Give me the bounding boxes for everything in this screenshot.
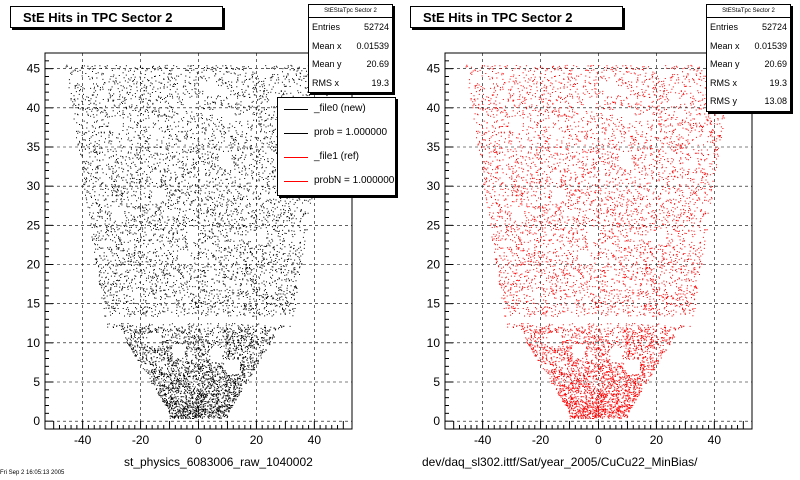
legend-swatch	[284, 109, 308, 110]
x-tick-label: 0	[595, 433, 602, 447]
left-stats-row: Mean y 20.69	[312, 59, 389, 69]
hits-group	[465, 64, 732, 420]
y-tick-label: 35	[27, 140, 41, 154]
y-tick-label: 5	[33, 375, 40, 389]
x-tick-label: 20	[650, 433, 664, 447]
x-tick-label: -20	[132, 433, 150, 447]
left-stats-header: StEStaTpc Sector 2	[309, 5, 392, 18]
x-tick-label: 40	[308, 433, 322, 447]
x-tick-label: -40	[74, 433, 92, 447]
left-plot-panel: -40 -20 0 20 40 0 5 10 15 20 25 30 35 40 45 StE Hits i…	[0, 4, 396, 476]
x-tick-label: 20	[250, 433, 264, 447]
left-stats-box: StEStaTpc Sector 2 Entries 52724 Mean x 0.…	[308, 4, 393, 93]
hit-points	[65, 64, 332, 420]
legend-entry: _file0 (new)	[278, 98, 395, 122]
y-tick-label: 10	[427, 336, 441, 350]
hit-points	[465, 64, 732, 420]
left-stats-row: RMS x 19.3	[312, 77, 389, 88]
right-stats-header: StEStaTpc Sector 2	[707, 5, 790, 18]
right-stats-row: Entries 52724	[710, 22, 787, 32]
left-stats-row: Entries 52724	[312, 22, 389, 32]
y-tick-label: 40	[27, 101, 41, 115]
legend-entry: prob = 1.000000	[278, 122, 395, 146]
left-plot-title: StE Hits in TPC Sector 2	[10, 6, 223, 28]
y-tick-label: 15	[27, 297, 41, 311]
y-tick-label: 35	[427, 140, 441, 154]
legend-entry: _file1 (ref)	[278, 146, 395, 170]
right-stats-row: RMS y 13.08	[710, 96, 787, 106]
y-tick-label: 30	[427, 179, 441, 193]
left-stats-row: Mean x 0.01539	[312, 40, 389, 51]
right-stats-row: RMS x 19.3	[710, 77, 787, 88]
right-plot-canvas: -40 -20 0 20 40 0 5 10 15 20 25 30 35 40 45	[427, 52, 753, 447]
y-tick-label: 0	[433, 414, 440, 428]
legend-box: _file0 (new) prob = 1.000000 _file1 (ref…	[277, 97, 396, 196]
y-tick-label: 20	[27, 258, 41, 272]
y-tick-label: 5	[433, 375, 440, 389]
x-tick-label: -20	[532, 433, 550, 447]
y-tick-label: 15	[427, 297, 441, 311]
legend-swatch	[284, 133, 308, 134]
y-tick-label: 25	[427, 218, 441, 232]
y-tick-label: 45	[27, 62, 41, 76]
hits-group	[65, 64, 332, 420]
y-tick-label: 0	[33, 414, 40, 428]
right-plot-title: StE Hits in TPC Sector 2	[410, 6, 623, 28]
right-stats-row: Mean y 20.69	[710, 59, 787, 69]
y-tick-label: 30	[27, 179, 41, 193]
legend-swatch	[284, 181, 308, 182]
left-plot-canvas: -40 -20 0 20 40 0 5 10 15 20 25 30 35 40 45	[27, 52, 353, 447]
timestamp-text: Fri Sep 2 16:05:13 2005	[0, 470, 65, 476]
legend-swatch	[284, 157, 308, 158]
y-tick-label: 10	[27, 336, 41, 350]
right-x-axis-name: dev/daq_sl302.ittf/Sat/year_2005/CuCu22_…	[422, 455, 698, 469]
y-tick-label: 45	[427, 62, 441, 76]
y-tick-label: 20	[427, 258, 441, 272]
legend-entry: probN = 1.000000	[278, 170, 395, 194]
x-tick-label: -40	[474, 433, 492, 447]
x-tick-label: 0	[195, 433, 202, 447]
right-stats-row: Mean x 0.01539	[710, 40, 787, 51]
right-stats-box: StEStaTpc Sector 2 Entries 52724 Mean x 0.…	[706, 4, 791, 112]
right-plot-panel: -40 -20 0 20 40 0 5 10 15 20 25 30 35 40 45 StE Hits i…	[400, 0, 800, 480]
left-x-axis-name: st_physics_6083006_raw_1040002	[124, 455, 313, 469]
y-tick-label: 25	[27, 218, 41, 232]
y-tick-label: 40	[427, 101, 441, 115]
x-tick-label: 40	[708, 433, 722, 447]
